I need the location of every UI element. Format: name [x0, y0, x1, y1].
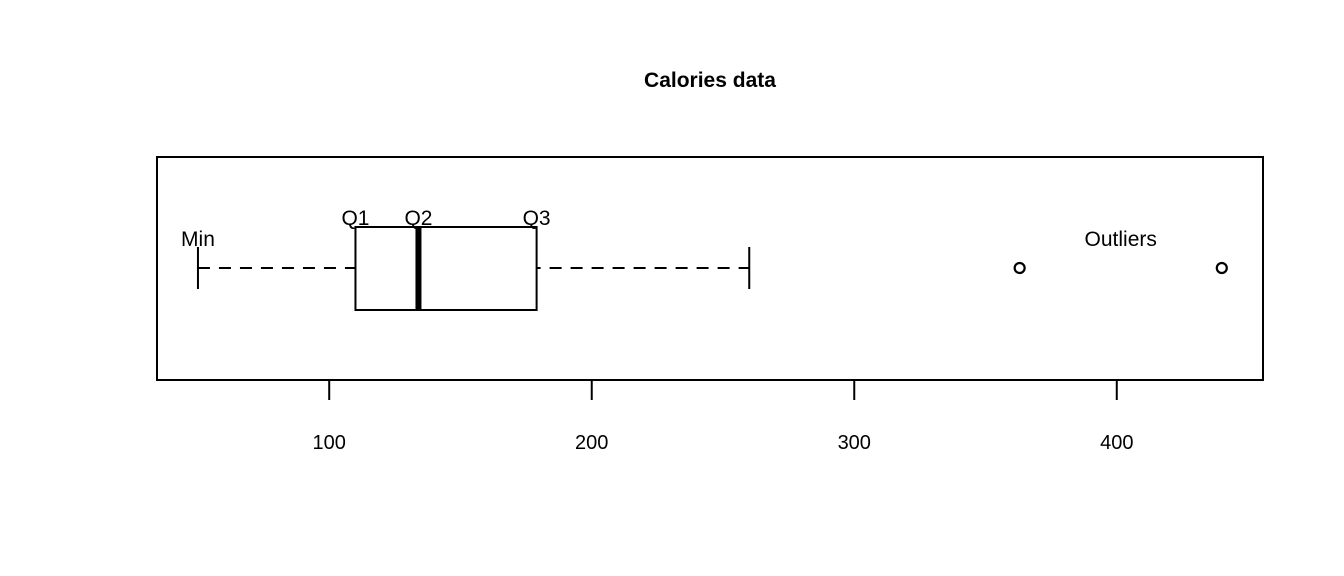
- box-group: [354, 226, 538, 311]
- x-tick-label: 300: [838, 432, 871, 454]
- annotation-q1: Q1: [341, 207, 369, 230]
- annotation-q3: Q3: [523, 207, 551, 230]
- annotation-outliers: Outliers: [1085, 228, 1157, 251]
- annotations: Min Q1 Q2 Q3 Outliers: [181, 207, 1157, 251]
- x-tick-label: 100: [313, 432, 346, 454]
- iqr-box: [354, 226, 538, 311]
- annotation-min: Min: [181, 228, 215, 251]
- annotation-median: Q2: [404, 207, 432, 230]
- outlier-point: [1013, 261, 1026, 275]
- plot-frame: [156, 156, 1264, 381]
- x-tick-label: 400: [1100, 432, 1133, 454]
- outlier-point: [1215, 261, 1228, 275]
- chart-title: Calories data: [644, 69, 776, 92]
- whiskers: [196, 247, 751, 289]
- x-tick-label: 200: [575, 432, 608, 454]
- x-axis: 100 200 300 400: [313, 380, 1133, 454]
- outliers: [1013, 261, 1228, 275]
